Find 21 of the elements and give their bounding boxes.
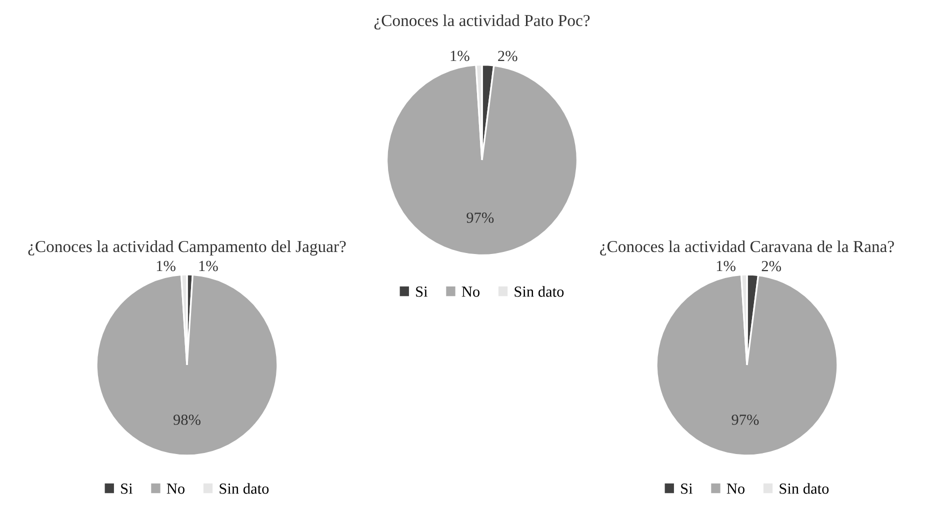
legend-label: Si [416,286,428,297]
data-label: 97% [732,414,759,425]
data-label: 1% [199,260,218,272]
chart-title: ¿Conoces la actividad Pato Poc? [374,14,590,30]
chart-title: ¿Conoces la actividad Campamento del Jaguar? [28,240,346,256]
legend-label: Si [121,484,133,494]
data-label: 1% [450,50,470,62]
data-label: 1% [156,260,176,272]
legend-label: Sin dato [780,483,829,494]
data-label: 98% [173,414,200,425]
data-label: 1% [716,260,736,272]
chart-title: ¿Conoces la actividad Caravana de la Rana? [600,240,894,256]
data-label: 2% [498,50,518,62]
legend-label: Si [681,484,693,494]
legend-label: No [726,484,745,494]
legend-label: Sin dato [220,483,269,494]
data-label: 97% [466,212,494,223]
legend-label: Sin dato [514,286,564,297]
data-label: 2% [762,260,782,272]
legend-label: No [166,484,185,494]
legend-label: No [462,286,480,297]
